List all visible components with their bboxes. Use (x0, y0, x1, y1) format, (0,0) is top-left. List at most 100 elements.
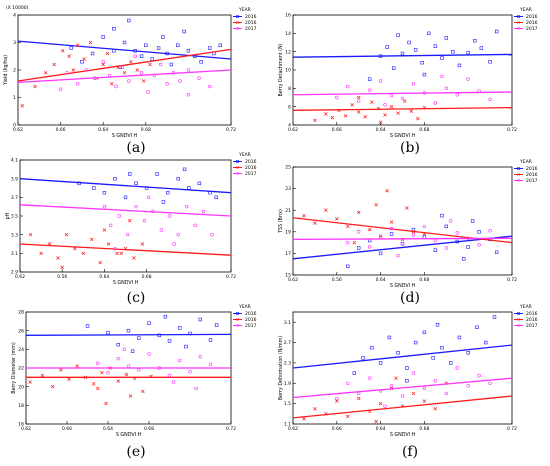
legend-label: 2016 (245, 14, 257, 20)
data-point (123, 195, 128, 200)
data-point (420, 60, 424, 65)
data-point (69, 46, 73, 50)
data-point (96, 361, 100, 366)
data-point (494, 250, 499, 255)
data-point (186, 68, 191, 72)
data-point (302, 417, 306, 421)
x-axis-label: S GNDVI H (390, 133, 416, 139)
data-point (389, 226, 394, 231)
data-point (184, 344, 188, 349)
data-point (201, 209, 206, 214)
trend-line-1 (19, 243, 232, 256)
chart-panel-a: 0.62 0.66 0.64 0.68 0.72 0 1 2 3 4 S GNDVI H Yield … (3, 5, 257, 156)
data-point (178, 326, 182, 330)
x-tick-label: 0.62 (288, 277, 298, 283)
y-tick-label: 20 (18, 384, 24, 390)
legend-label: 2016 (526, 14, 538, 20)
data-point (105, 51, 110, 56)
plot-frame (17, 14, 232, 126)
chart-panel-c: 0.62 0.56 0.64 0.68 0.72 2.9 3.1 3.3 3.5 3.7 3.9 4.… (5, 152, 257, 306)
data-point (488, 97, 492, 102)
legend-marker (517, 15, 520, 18)
data-point (134, 204, 138, 209)
data-point (413, 48, 418, 52)
data-point (356, 246, 361, 250)
data-point (457, 335, 462, 340)
data-point (148, 62, 152, 67)
trend-line-2 (292, 377, 513, 399)
data-point (433, 379, 438, 383)
data-point (357, 230, 361, 234)
data-point (477, 373, 481, 378)
data-point (337, 108, 341, 113)
trend-line-0 (292, 344, 513, 369)
data-point (193, 223, 197, 228)
x-axis-label: S GNDVI H (116, 432, 142, 438)
data-point (389, 220, 394, 224)
x-tick-label: 0.72 (507, 426, 517, 432)
data-point (197, 76, 201, 80)
data-point (356, 110, 361, 114)
data-point (324, 412, 328, 416)
data-point (122, 40, 127, 45)
data-point (150, 57, 154, 61)
legend-marker (517, 179, 520, 182)
y-tick-label: 3.1 (11, 251, 18, 257)
data-point (387, 335, 392, 340)
y-tick-label: 3.1 (284, 320, 291, 326)
data-point (405, 379, 409, 383)
y-tick-label: 3 (13, 40, 16, 46)
x-axis-label: S GNDVI H (112, 133, 138, 139)
data-point (58, 87, 63, 91)
data-point (475, 325, 479, 329)
data-point (378, 389, 383, 393)
data-point (479, 46, 484, 50)
legend-label: 2016 (526, 311, 538, 317)
data-point (433, 238, 438, 243)
data-point (389, 93, 394, 98)
data-point (455, 93, 459, 97)
data-point (64, 232, 69, 237)
data-point (396, 33, 400, 37)
data-point (157, 366, 161, 370)
data-point (400, 96, 405, 101)
data-point (457, 63, 462, 68)
data-point (172, 242, 176, 246)
y-tick-label: 3.5 (11, 214, 18, 220)
data-point (92, 76, 97, 80)
y-axis-label: Berry Deformation (N/mm) (278, 336, 284, 400)
data-point (473, 38, 477, 43)
y-axis-label: Yield (kg/ha) (3, 55, 9, 86)
data-point (346, 240, 350, 245)
data-point (411, 230, 416, 234)
data-point (405, 206, 409, 210)
data-point (113, 246, 117, 251)
legend-marker (236, 166, 239, 169)
data-point (156, 46, 161, 50)
data-point (132, 376, 137, 381)
data-point (98, 260, 102, 265)
legend-marker (517, 173, 520, 176)
y-tick-label: 6 (288, 104, 291, 110)
data-point (374, 203, 378, 207)
data-point (43, 71, 48, 75)
x-axis-label: S GNDVI H (113, 280, 139, 286)
legend-marker (517, 21, 520, 24)
trend-line-2 (292, 237, 513, 241)
data-point (91, 382, 96, 386)
data-point (96, 386, 100, 391)
data-point (389, 104, 394, 109)
data-point (176, 43, 180, 47)
data-point (101, 60, 105, 64)
x-tick-label: 0.72 (507, 277, 517, 283)
legend-label: 2016 (526, 20, 538, 26)
data-point (186, 93, 191, 97)
legend-label: 2016 (245, 165, 257, 171)
data-point (378, 54, 383, 58)
x-tick-label: 0.72 (226, 426, 236, 432)
data-point (383, 113, 387, 117)
data-point (352, 371, 357, 375)
data-point (147, 321, 151, 325)
y-tick-label: 16 (18, 422, 24, 428)
data-point (114, 84, 118, 89)
